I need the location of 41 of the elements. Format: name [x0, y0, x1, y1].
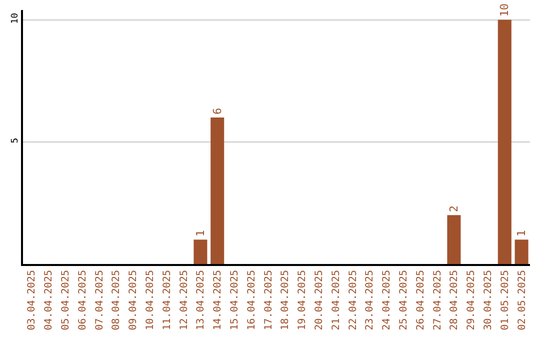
data-label: 1 [515, 230, 528, 237]
data-label: 6 [210, 108, 224, 114]
data-label: 2 [447, 206, 460, 212]
x-tick-label: 21.04.2025 [330, 270, 342, 330]
x-tick-label: 19.04.2025 [297, 270, 308, 330]
x-tick-label: 05.04.2025 [60, 270, 72, 330]
x-tick-label: 27.04.2025 [432, 270, 444, 330]
x-tick-label: 07.04.2025 [94, 270, 106, 330]
x-tick-label: 06.04.2025 [77, 270, 88, 330]
x-tick-label: 26.04.2025 [415, 270, 426, 330]
x-tick-label: 12.04.2025 [178, 270, 190, 330]
bar [514, 240, 528, 264]
x-tick-label: 22.04.2025 [348, 270, 359, 330]
bar [498, 20, 512, 264]
data-label: 10 [498, 4, 512, 17]
bar [194, 240, 208, 264]
x-tick-label: 02.05.2025 [516, 270, 528, 330]
x-tick-label: 09.04.2025 [128, 270, 140, 330]
x-tick-label: 18.04.2025 [280, 270, 292, 330]
x-tick-label: 03.04.2025 [26, 270, 38, 330]
x-tick-label: 10.04.2025 [145, 270, 156, 330]
x-tick-label: 25.04.2025 [398, 270, 410, 330]
x-tick-label: 29.04.2025 [466, 270, 478, 330]
x-tick-label: 04.04.2025 [44, 270, 55, 330]
x-tick-label: 15.04.2025 [230, 270, 240, 330]
y-tick-label: 5 [10, 138, 20, 144]
x-tick-label: 08.04.2025 [111, 270, 122, 330]
x-tick-label: 16.04.2025 [246, 270, 258, 330]
x-tick-label: 28.04.2025 [449, 270, 460, 330]
x-tick-label: 01.05.2025 [500, 270, 511, 330]
x-tick-label: 24.04.2025 [382, 270, 393, 330]
bar [447, 215, 461, 264]
x-tick-label: 30.04.2025 [483, 270, 494, 330]
x-tick-label: 13.04.2025 [196, 270, 207, 330]
x-tick-label: 23.04.2025 [364, 270, 376, 330]
x-tick-label: 17.04.2025 [263, 270, 274, 330]
x-tick-label: 20.04.2025 [314, 270, 325, 330]
x-tick-label: 14.04.2025 [212, 270, 224, 330]
x-tick-label: 11.04.2025 [162, 270, 173, 330]
data-label: 1 [194, 230, 207, 237]
bar [210, 117, 224, 264]
